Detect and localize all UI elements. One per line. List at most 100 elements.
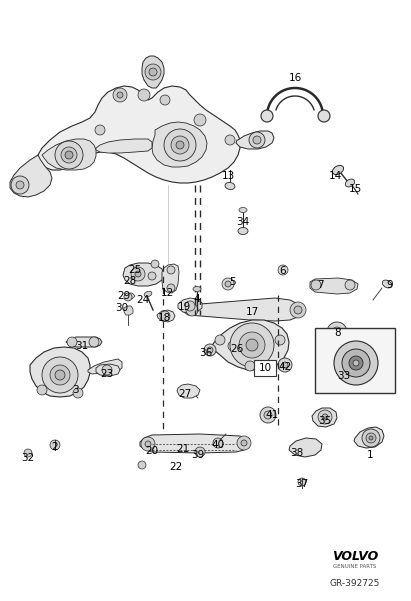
Text: 27: 27 (178, 389, 192, 399)
Circle shape (102, 365, 112, 375)
Text: 42: 42 (278, 362, 292, 372)
Circle shape (318, 410, 332, 424)
Text: 8: 8 (335, 328, 341, 338)
Circle shape (195, 447, 205, 457)
Text: 3: 3 (72, 385, 79, 395)
Circle shape (50, 440, 60, 450)
Text: 25: 25 (128, 265, 142, 275)
Circle shape (113, 88, 127, 102)
Circle shape (171, 136, 189, 154)
Circle shape (342, 349, 370, 377)
Polygon shape (10, 155, 52, 197)
Text: 41: 41 (266, 410, 279, 420)
Circle shape (65, 151, 73, 159)
Circle shape (148, 272, 156, 280)
Circle shape (138, 89, 150, 101)
FancyBboxPatch shape (254, 360, 276, 376)
Circle shape (55, 370, 65, 380)
Polygon shape (312, 408, 337, 427)
Circle shape (327, 322, 347, 342)
Circle shape (278, 358, 292, 372)
Text: 31: 31 (75, 341, 89, 351)
Circle shape (239, 332, 265, 358)
Text: 9: 9 (387, 280, 393, 290)
Polygon shape (38, 86, 240, 183)
Circle shape (245, 361, 255, 371)
Circle shape (225, 135, 235, 145)
Polygon shape (162, 264, 179, 293)
Circle shape (16, 181, 24, 189)
Text: 39: 39 (192, 450, 205, 460)
Circle shape (131, 267, 145, 281)
Circle shape (322, 414, 328, 420)
Polygon shape (289, 438, 322, 457)
FancyBboxPatch shape (315, 328, 395, 393)
Ellipse shape (239, 207, 247, 213)
Circle shape (167, 284, 175, 292)
Text: 7: 7 (317, 280, 323, 290)
Text: 22: 22 (169, 462, 182, 472)
Circle shape (237, 436, 251, 450)
Circle shape (334, 341, 378, 385)
Circle shape (160, 311, 170, 321)
Polygon shape (123, 263, 164, 286)
Text: 37: 37 (296, 479, 309, 489)
Circle shape (282, 362, 288, 368)
Ellipse shape (193, 287, 201, 291)
Polygon shape (124, 306, 133, 315)
Circle shape (67, 337, 77, 347)
Circle shape (11, 176, 29, 194)
Circle shape (194, 114, 206, 126)
Text: 23: 23 (100, 369, 113, 379)
Text: 26: 26 (231, 344, 244, 354)
Text: 12: 12 (160, 288, 173, 298)
Text: 30: 30 (115, 303, 129, 313)
Polygon shape (157, 310, 175, 322)
Circle shape (249, 132, 265, 148)
Text: 20: 20 (145, 446, 159, 456)
Text: 2: 2 (52, 442, 58, 452)
Ellipse shape (144, 291, 152, 297)
Text: 5: 5 (229, 277, 236, 287)
Circle shape (55, 141, 83, 169)
Polygon shape (30, 347, 90, 397)
Text: 13: 13 (222, 171, 235, 181)
Text: 38: 38 (291, 448, 304, 458)
Circle shape (264, 411, 272, 419)
Polygon shape (66, 337, 102, 347)
Circle shape (138, 461, 146, 469)
Text: 29: 29 (118, 291, 131, 301)
Circle shape (61, 147, 77, 163)
Text: 33: 33 (337, 371, 351, 381)
Circle shape (366, 433, 376, 443)
Text: 17: 17 (245, 307, 259, 317)
Circle shape (290, 302, 306, 318)
Text: 19: 19 (178, 302, 191, 312)
Circle shape (369, 436, 373, 440)
Text: 4: 4 (194, 294, 200, 304)
Ellipse shape (238, 228, 248, 234)
Polygon shape (142, 56, 164, 88)
Polygon shape (124, 293, 135, 299)
Text: 28: 28 (123, 276, 136, 286)
Ellipse shape (332, 165, 344, 174)
Polygon shape (210, 320, 289, 370)
Polygon shape (178, 298, 202, 313)
Circle shape (73, 388, 83, 398)
Text: 15: 15 (349, 184, 362, 194)
Circle shape (149, 68, 157, 76)
Circle shape (164, 129, 196, 161)
Text: 34: 34 (236, 217, 249, 227)
Circle shape (261, 110, 273, 122)
Text: 14: 14 (328, 171, 342, 181)
Circle shape (124, 293, 132, 301)
Polygon shape (354, 427, 384, 448)
Text: VOLVO: VOLVO (332, 551, 378, 564)
Circle shape (298, 478, 306, 486)
Circle shape (186, 304, 198, 316)
Circle shape (362, 429, 380, 447)
Text: 35: 35 (319, 416, 332, 426)
Polygon shape (96, 139, 152, 153)
Polygon shape (96, 364, 120, 376)
Text: GR-392725: GR-392725 (330, 579, 380, 588)
